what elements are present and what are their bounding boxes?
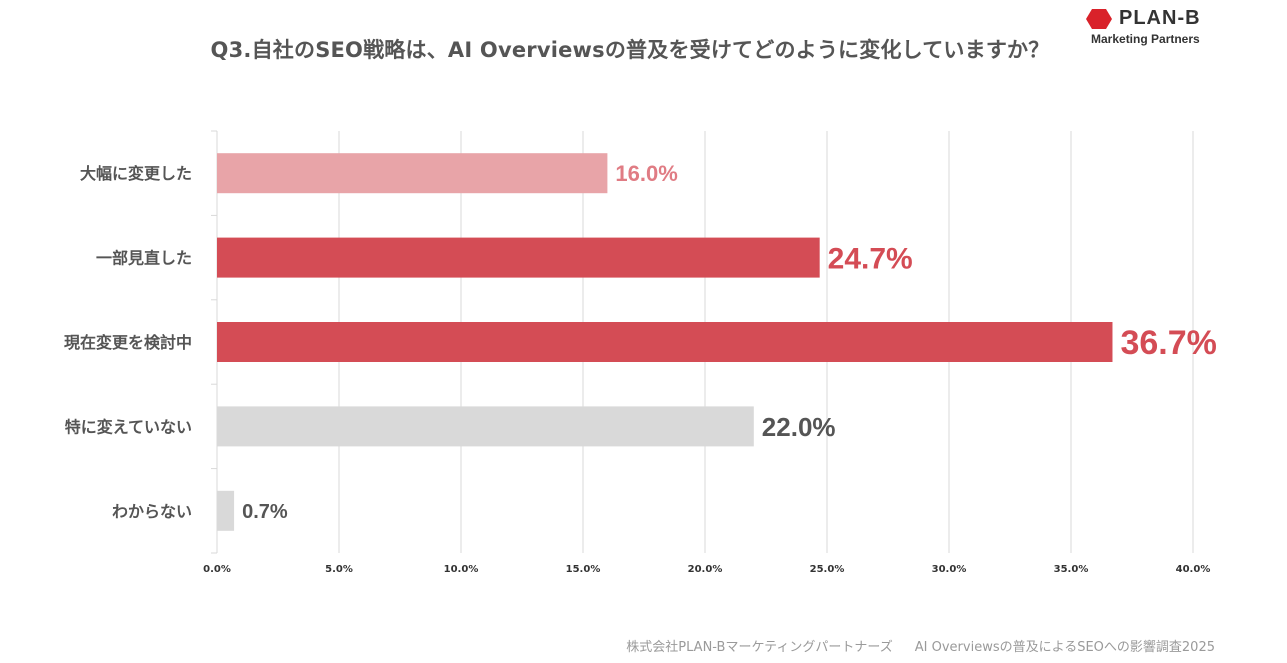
data-label: 24.7% [828, 242, 913, 275]
category-label: 大幅に変更した [80, 164, 192, 183]
data-label: 36.7% [1120, 324, 1216, 362]
x-tick-label: 15.0% [566, 564, 601, 575]
bar [217, 237, 820, 278]
logo-subtitle: Marketing Partners [1091, 32, 1200, 46]
bar [217, 322, 1113, 362]
x-tick-label: 30.0% [932, 564, 967, 575]
data-label: 22.0% [762, 412, 836, 442]
category-label: 一部見直した [96, 249, 192, 268]
plan-b-logo-icon [1086, 8, 1112, 29]
footer-company: 株式会社PLAN-Bマーケティングパートナーズ [626, 640, 893, 655]
footer-survey: AI Overviewsの普及によるSEOへの影響調査2025 [914, 640, 1215, 655]
data-label: 16.0% [615, 161, 677, 186]
category-label: 特に変えていない [65, 417, 192, 436]
x-tick-label: 0.0% [203, 564, 231, 575]
x-tick-label: 35.0% [1054, 564, 1089, 575]
footer: 株式会社PLAN-Bマーケティングパートナーズ AI Overviewsの普及に… [626, 636, 1215, 655]
bar [217, 153, 608, 194]
bar [217, 406, 754, 447]
x-tick-label: 40.0% [1176, 564, 1211, 575]
data-label: 0.7% [242, 501, 288, 523]
x-tick-label: 5.0% [325, 564, 353, 575]
brand-logo: PLAN-B Marketing Partners [1085, 7, 1215, 46]
logo-name: PLAN-B [1119, 7, 1201, 29]
category-label: わからない [112, 502, 192, 521]
x-tick-label: 25.0% [810, 564, 845, 575]
category-label: 現在変更を検討中 [64, 333, 192, 352]
chart-title: Q3.自社のSEO戦略は、AI Overviewsの普及を受けてどのように変化し… [210, 38, 1050, 62]
x-tick-label: 10.0% [444, 564, 479, 575]
bar [217, 490, 235, 531]
x-tick-label: 20.0% [688, 564, 723, 575]
bar-chart: 0.0% 5.0% 10.0% 15.0% 20.0% 25.0% 30.0% 35.0% 40… [64, 130, 1217, 575]
